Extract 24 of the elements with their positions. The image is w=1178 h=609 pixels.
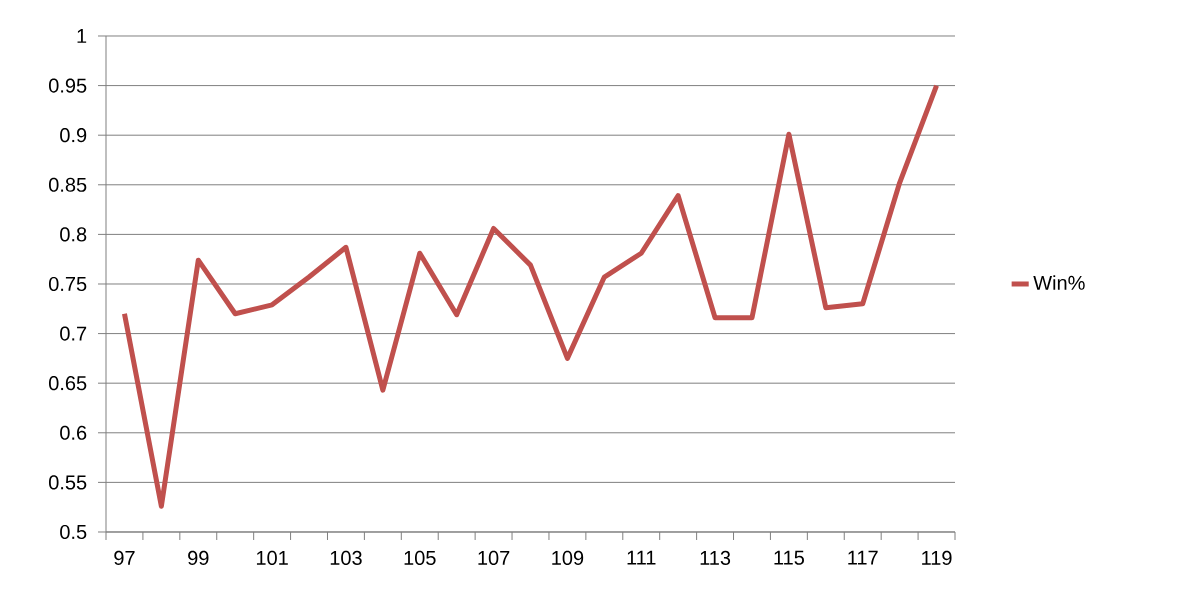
x-tick-label: 101 bbox=[256, 550, 288, 565]
x-tick-label: 97 bbox=[114, 550, 135, 565]
y-tick-label: 0.65 bbox=[49, 376, 87, 391]
y-tick-label: 0.8 bbox=[60, 227, 87, 242]
x-tick-label: 109 bbox=[552, 550, 584, 565]
y-tick-label: 0.5 bbox=[60, 524, 87, 540]
y-tick-label: 0.85 bbox=[49, 177, 87, 192]
x-tick-label: 119 bbox=[922, 550, 952, 565]
x-tick-label: 107 bbox=[478, 550, 510, 565]
y-tick-label: 0.9 bbox=[60, 128, 87, 143]
y-tick-label: 0.75 bbox=[49, 276, 87, 292]
y-tick-label: 0.7 bbox=[60, 326, 87, 341]
x-tick-label: 111 bbox=[627, 550, 656, 565]
y-tick-label: 0.55 bbox=[49, 475, 87, 490]
x-tick-label: 117 bbox=[848, 550, 878, 565]
x-tick-label: 99 bbox=[188, 550, 209, 565]
x-tick-label: 113 bbox=[700, 550, 731, 565]
legend-label: Win% bbox=[1033, 275, 1085, 290]
y-tick-label: 0.6 bbox=[60, 425, 87, 440]
x-tick-label: 103 bbox=[330, 550, 362, 565]
y-tick-label: 0.95 bbox=[49, 78, 87, 93]
y-tick-label: 1 bbox=[77, 29, 87, 43]
x-tick-label: 105 bbox=[404, 550, 436, 565]
x-tick-label: 115 bbox=[774, 550, 804, 565]
